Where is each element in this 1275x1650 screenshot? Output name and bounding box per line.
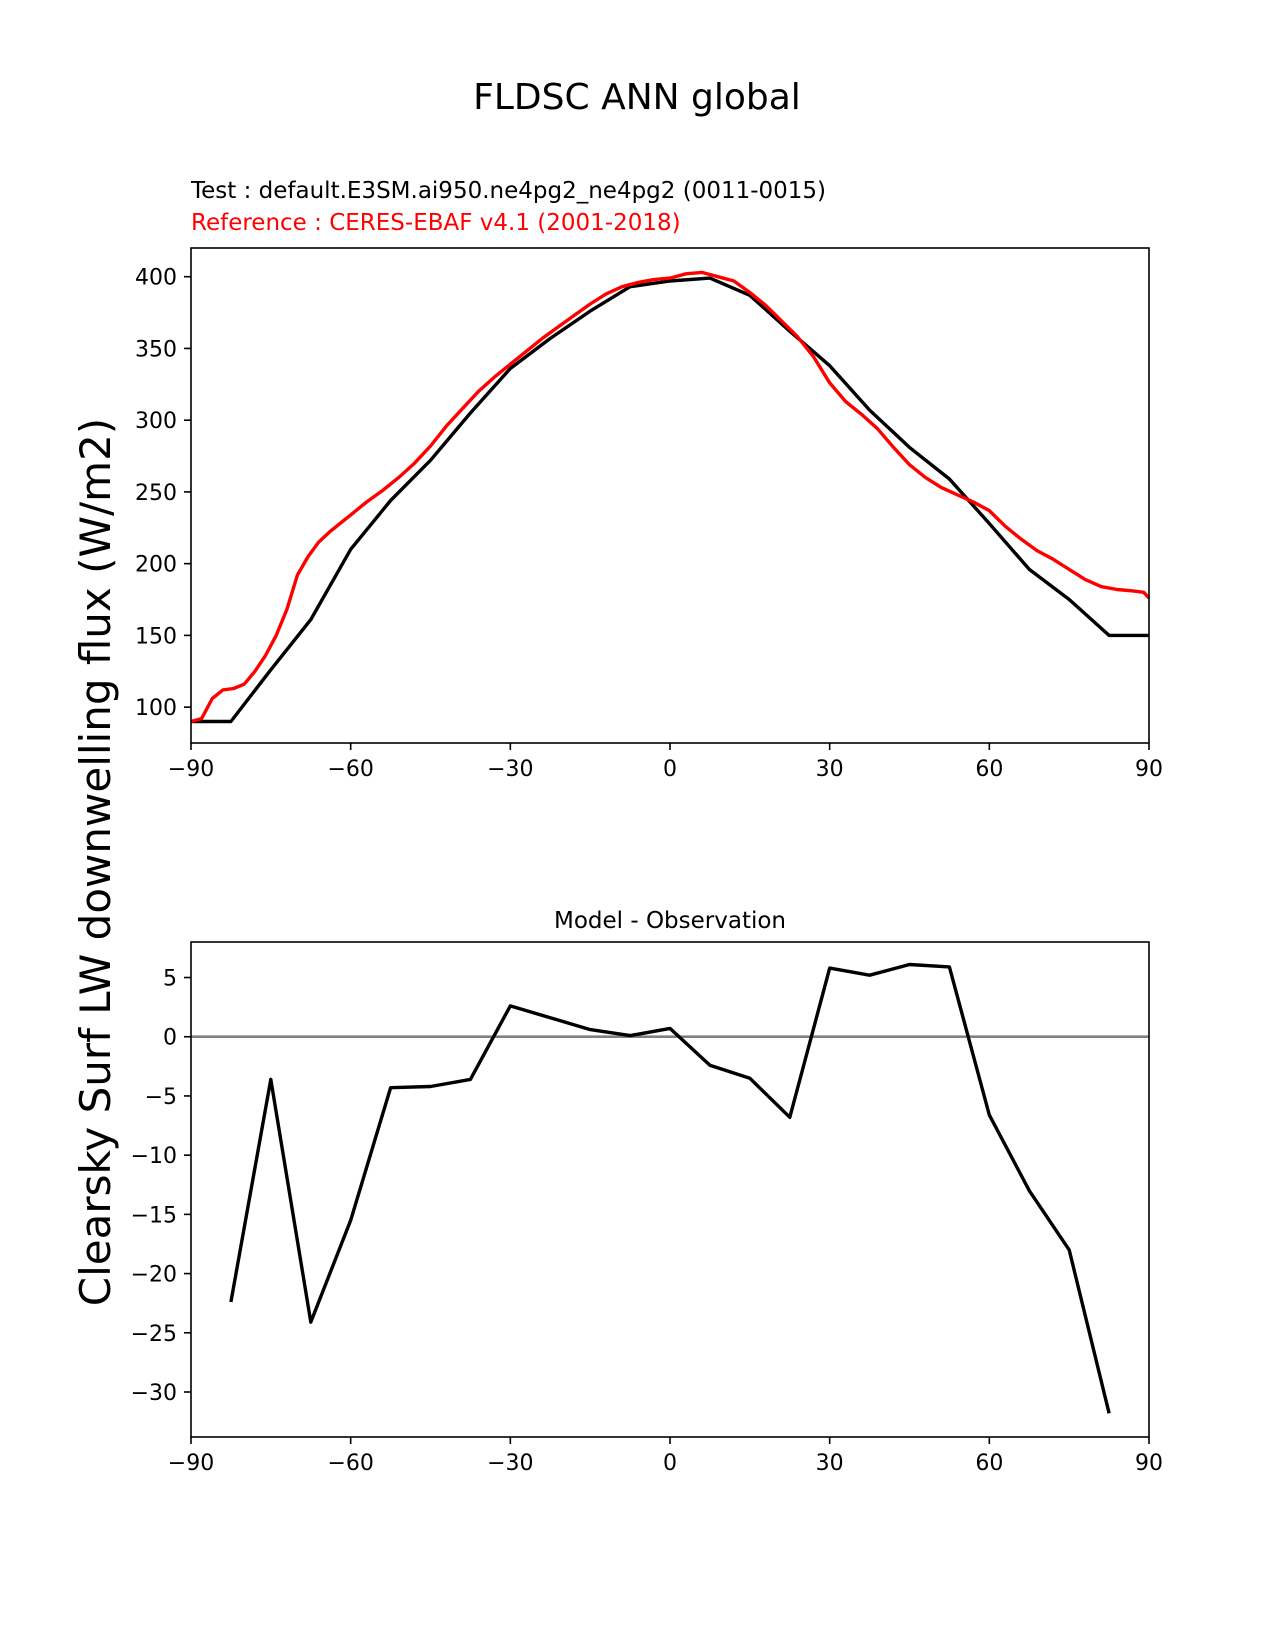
reference-label: Reference : CERES-EBAF v4.1 (2001-2018): [191, 210, 681, 236]
top-x-tick-label: −60: [327, 757, 373, 782]
top-panel: Test : default.E3SM.ai950.ne4pg2_ne4pg2 …: [135, 178, 1163, 782]
bottom-y-tick-label: −15: [131, 1203, 177, 1228]
bottom-y-tick-label: 0: [163, 1026, 177, 1051]
bottom-y-tick-label: −25: [131, 1322, 177, 1347]
bottom-y-tick-label: −30: [131, 1381, 177, 1406]
top-y-tick-label: 400: [135, 266, 177, 291]
bottom-series-layer: [191, 962, 1149, 1414]
bottom-x-tick-label: 90: [1135, 1451, 1163, 1476]
bottom-panel-title: Model - Observation: [554, 908, 786, 934]
bottom-panel: Model - Observation −90 −60 −30 0 30 60 90 50−…: [131, 908, 1163, 1476]
bottom-series-line-model-observation: [229, 962, 1111, 1414]
test-label: Test : default.E3SM.ai950.ne4pg2_ne4pg2 …: [190, 178, 826, 204]
top-y-ticks: 100 150 200 250 300 350 400: [135, 266, 191, 721]
top-x-tick-label: −30: [487, 757, 533, 782]
bottom-x-tick-label: −60: [327, 1451, 373, 1476]
figure-title: FLDSC ANN global: [473, 77, 801, 118]
bottom-y-tick-label: 5: [163, 967, 177, 992]
top-series-line-test: [191, 276, 1149, 724]
bottom-x-tick-label: −30: [487, 1451, 533, 1476]
top-x-tick-label: 30: [816, 757, 844, 782]
bottom-axes-frame: [190, 941, 1150, 1438]
top-y-tick-label: 250: [135, 481, 177, 506]
top-axes-frame: [190, 247, 1150, 744]
bottom-y-tick-label: −5: [145, 1085, 177, 1110]
y-axis-label: Clearsky Surf LW downwelling flux (W/m2): [71, 418, 120, 1306]
top-series-layer: [190, 270, 1151, 724]
top-x-tick-label: 0: [663, 757, 677, 782]
top-x-tick-label: −90: [168, 757, 214, 782]
top-y-tick-label: 350: [135, 337, 177, 362]
top-y-tick-label: 150: [135, 624, 177, 649]
top-x-ticks: −90 −60 −30 0 30 60 90: [168, 743, 1163, 782]
bottom-y-ticks: 5 0 −5 −10 −15 −20 −25 −30: [131, 967, 191, 1406]
bottom-x-tick-label: 60: [975, 1451, 1003, 1476]
top-series-line-reference: [190, 270, 1151, 724]
bottom-x-tick-label: 30: [816, 1451, 844, 1476]
top-y-tick-label: 100: [135, 696, 177, 721]
top-x-tick-label: 60: [975, 757, 1003, 782]
bottom-x-tick-label: −90: [168, 1451, 214, 1476]
bottom-x-ticks: −90 −60 −30 0 30 60 90: [168, 1437, 1163, 1476]
bottom-x-tick-label: 0: [663, 1451, 677, 1476]
bottom-y-tick-label: −10: [131, 1144, 177, 1169]
top-y-tick-label: 200: [135, 553, 177, 578]
top-y-tick-label: 300: [135, 409, 177, 434]
top-x-tick-label: 90: [1135, 757, 1163, 782]
bottom-y-tick-label: −20: [131, 1263, 177, 1288]
